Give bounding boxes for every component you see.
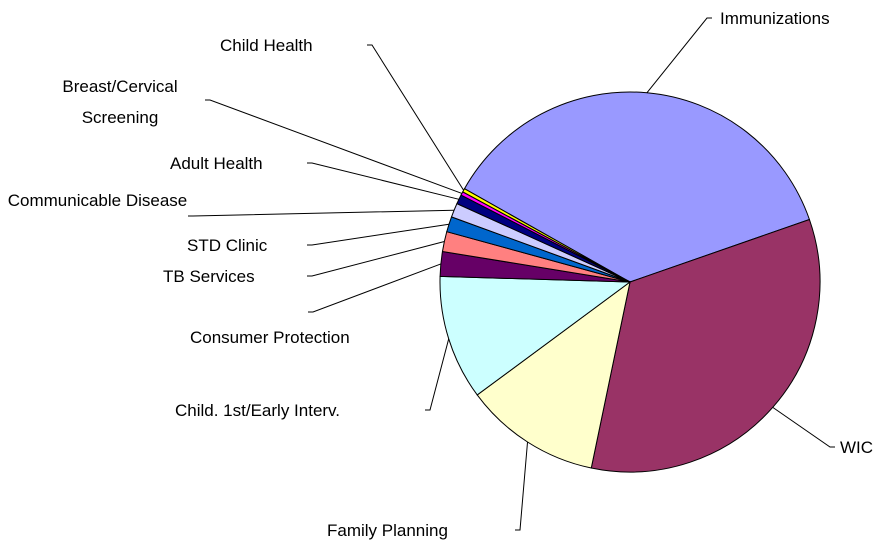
pie-slice [590,218,821,473]
leader-line [307,223,450,246]
leader-line [425,338,450,411]
leader-line [188,209,455,217]
leader-line [772,406,835,448]
slice-label: WIC [840,438,874,457]
slice-label: TB Services [163,267,255,286]
leader-line [307,162,460,200]
slice-label: Communicable Disease [7,191,188,210]
leader-line [205,99,463,194]
slice-label: Breast/Cervical Screening [62,77,178,127]
slice-label: Child. 1st/Early Interv. [175,401,341,420]
leader-line [515,441,529,531]
slice-label: Adult Health [170,154,263,173]
slice-label: Consumer Protection [190,328,350,347]
leader-line [308,263,442,313]
pie-slice [476,280,631,469]
slice-label: Child Health [220,36,313,55]
slice-label: Family Planning [327,521,448,540]
slice-label: Immunizations [720,9,830,28]
leader-line [307,241,445,277]
leader-line [367,44,465,191]
leader-line [646,17,712,94]
slice-label: STD Clinic [187,236,268,255]
